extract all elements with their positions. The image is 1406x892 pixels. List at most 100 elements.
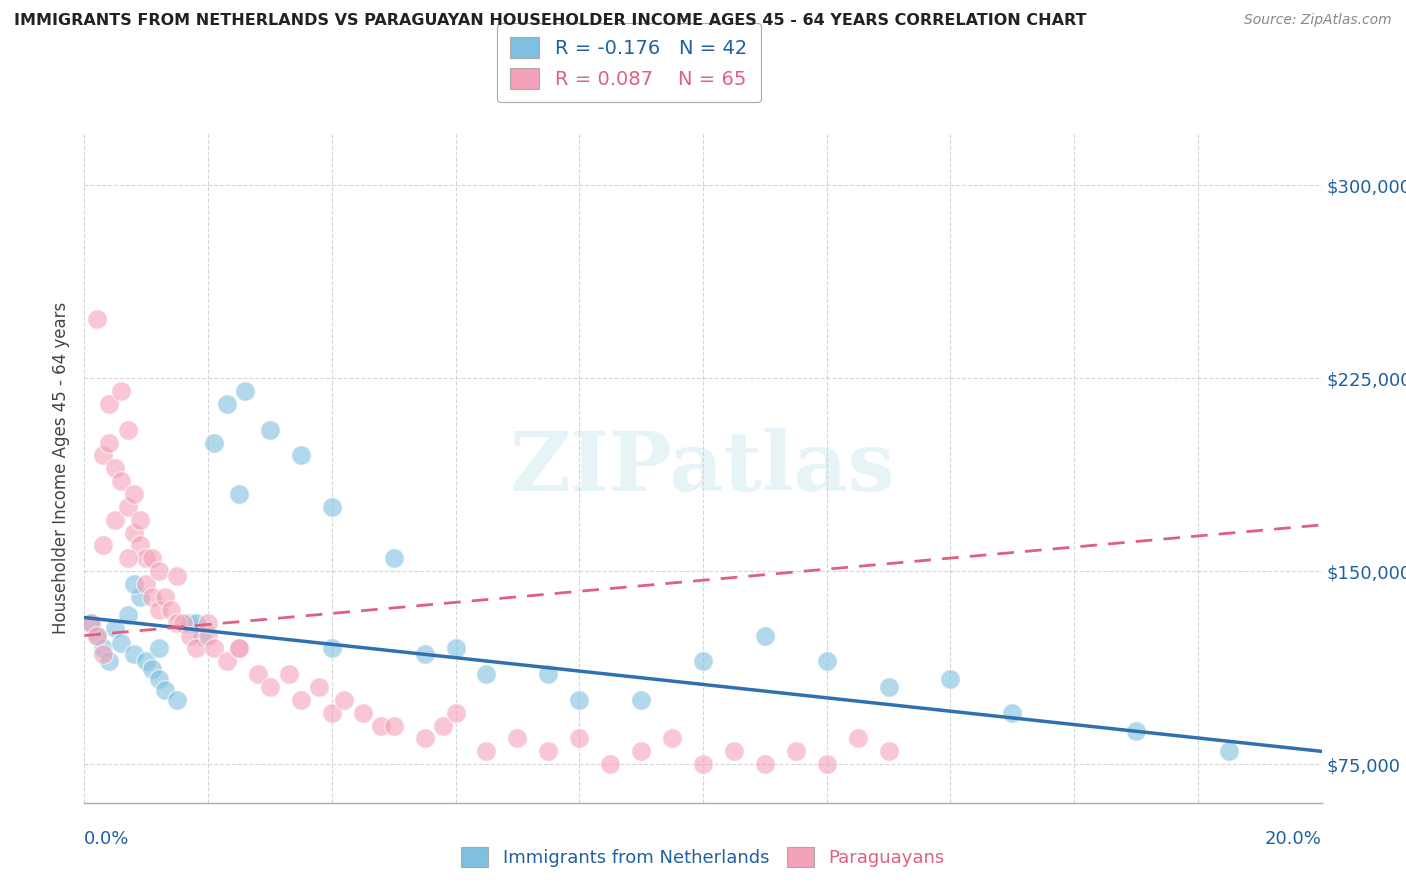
Legend: Immigrants from Netherlands, Paraguayans: Immigrants from Netherlands, Paraguayans xyxy=(454,839,952,874)
Point xyxy=(215,654,238,668)
Text: 0.0%: 0.0% xyxy=(84,830,129,847)
Point xyxy=(86,312,108,326)
Point xyxy=(153,682,176,697)
Point xyxy=(197,615,219,630)
Point xyxy=(110,384,132,398)
Point xyxy=(86,629,108,643)
Point xyxy=(382,551,405,566)
Point xyxy=(117,500,139,514)
Point xyxy=(172,615,194,630)
Point xyxy=(444,641,467,656)
Point xyxy=(754,757,776,772)
Point xyxy=(846,731,869,746)
Point xyxy=(246,667,269,681)
Point xyxy=(290,693,312,707)
Point xyxy=(148,603,170,617)
Point xyxy=(413,731,436,746)
Point xyxy=(692,654,714,668)
Point xyxy=(754,629,776,643)
Point xyxy=(290,449,312,463)
Point xyxy=(197,629,219,643)
Point xyxy=(91,641,114,656)
Point xyxy=(815,757,838,772)
Point xyxy=(877,680,900,694)
Point xyxy=(202,641,225,656)
Point xyxy=(179,629,201,643)
Point xyxy=(191,629,214,643)
Point xyxy=(110,474,132,488)
Point xyxy=(91,539,114,553)
Point xyxy=(110,636,132,650)
Point xyxy=(141,662,163,676)
Point xyxy=(630,693,652,707)
Point xyxy=(166,693,188,707)
Point xyxy=(98,435,121,450)
Point xyxy=(117,551,139,566)
Point xyxy=(568,693,591,707)
Point xyxy=(352,706,374,720)
Point xyxy=(277,667,299,681)
Point xyxy=(321,641,343,656)
Point xyxy=(939,673,962,687)
Point xyxy=(122,525,145,540)
Text: 20.0%: 20.0% xyxy=(1265,830,1322,847)
Point xyxy=(179,615,201,630)
Point xyxy=(202,435,225,450)
Point xyxy=(79,615,101,630)
Point xyxy=(135,654,157,668)
Point xyxy=(122,647,145,661)
Point xyxy=(91,647,114,661)
Point xyxy=(184,615,207,630)
Point xyxy=(333,693,356,707)
Point xyxy=(148,673,170,687)
Point xyxy=(104,513,127,527)
Point xyxy=(259,423,281,437)
Point xyxy=(475,667,498,681)
Point xyxy=(129,513,152,527)
Point xyxy=(117,607,139,622)
Point xyxy=(79,615,101,630)
Point xyxy=(321,500,343,514)
Text: IMMIGRANTS FROM NETHERLANDS VS PARAGUAYAN HOUSEHOLDER INCOME AGES 45 - 64 YEARS : IMMIGRANTS FROM NETHERLANDS VS PARAGUAYA… xyxy=(14,13,1087,29)
Point xyxy=(661,731,683,746)
Point xyxy=(537,667,560,681)
Point xyxy=(382,718,405,732)
Point xyxy=(86,629,108,643)
Point xyxy=(129,590,152,604)
Point xyxy=(98,654,121,668)
Point xyxy=(1125,723,1147,738)
Point xyxy=(1218,744,1240,758)
Point xyxy=(444,706,467,720)
Text: ZIPatlas: ZIPatlas xyxy=(510,428,896,508)
Point xyxy=(141,590,163,604)
Point xyxy=(233,384,256,398)
Point xyxy=(723,744,745,758)
Point xyxy=(148,641,170,656)
Point xyxy=(630,744,652,758)
Text: Source: ZipAtlas.com: Source: ZipAtlas.com xyxy=(1244,13,1392,28)
Point xyxy=(104,621,127,635)
Point xyxy=(160,603,183,617)
Point xyxy=(413,647,436,661)
Point xyxy=(785,744,807,758)
Point xyxy=(129,539,152,553)
Point xyxy=(215,397,238,411)
Point xyxy=(321,706,343,720)
Point xyxy=(122,487,145,501)
Point xyxy=(228,641,250,656)
Point xyxy=(506,731,529,746)
Point xyxy=(166,615,188,630)
Point xyxy=(432,718,454,732)
Legend: R = -0.176   N = 42, R = 0.087    N = 65: R = -0.176 N = 42, R = 0.087 N = 65 xyxy=(496,23,761,103)
Point xyxy=(166,569,188,583)
Point xyxy=(104,461,127,475)
Point xyxy=(228,487,250,501)
Point xyxy=(153,590,176,604)
Point xyxy=(91,449,114,463)
Point xyxy=(141,551,163,566)
Point xyxy=(475,744,498,758)
Point xyxy=(1001,706,1024,720)
Point xyxy=(692,757,714,772)
Point xyxy=(135,577,157,591)
Point xyxy=(98,397,121,411)
